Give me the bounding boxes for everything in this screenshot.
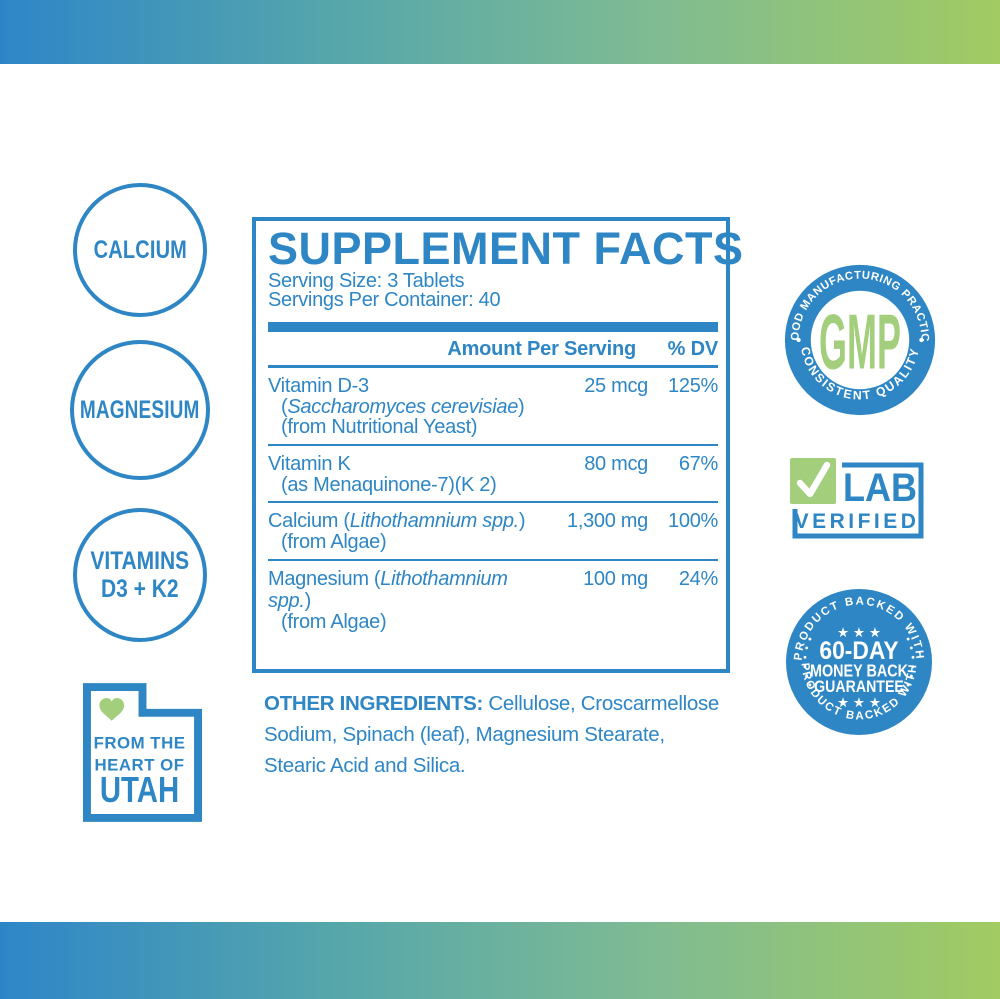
ingredient-amount: 100 mg xyxy=(583,567,648,590)
utah-outline xyxy=(83,683,202,822)
utah-state-badge: FROM THE HEART OF UTAH xyxy=(83,683,202,822)
gmp-dot-right xyxy=(919,337,924,343)
ingredient-dv: 125% xyxy=(668,374,718,397)
vitamins-d3-k2-badge: VITAMINS D3 + K2 xyxy=(73,508,207,642)
top-gradient-bar xyxy=(0,0,1000,64)
bottom-gradient-bar xyxy=(0,922,1000,999)
gmp-badge: GOOD MANUFACTURING PRACTICE CONSISTENT Q… xyxy=(782,262,936,416)
other-ingredients: OTHER INGREDIENTS: Cellulose, Croscarmel… xyxy=(264,688,726,781)
ingredient-amount: 25 mcg xyxy=(584,374,648,397)
ingredient-name: Calcium (Lithothamnium spp.) xyxy=(268,510,526,533)
ingredient-subline: (from Nutritional Yeast) xyxy=(281,416,478,439)
guarantee-circle xyxy=(786,589,932,735)
gmp-inner-circle xyxy=(810,290,910,390)
panel-title: SUPPLEMENT FACTS xyxy=(268,223,744,274)
ingredient-dv: 67% xyxy=(678,452,718,475)
ingredient-name: Vitamin K xyxy=(268,452,351,475)
checkmark-icon xyxy=(796,461,831,498)
column-amount-per-serving: Amount Per Serving xyxy=(447,337,636,360)
dotted-arc-left xyxy=(803,637,812,687)
ingredient-name: Vitamin D-3 xyxy=(268,374,369,397)
gmp-dot-left xyxy=(796,337,801,343)
lab-verified-frame xyxy=(792,462,924,539)
guarantee-line3: GUARANTEE xyxy=(814,678,904,696)
utah-line2: HEART OF xyxy=(94,755,184,774)
vitamins-badge-label: VITAMINS D3 + K2 xyxy=(90,547,190,603)
magnesium-badge: MAGNESIUM xyxy=(70,340,210,480)
calcium-badge-label: CALCIUM xyxy=(93,235,187,264)
ingredient-amount: 1,300 mg xyxy=(567,510,648,533)
lab-verified-badge: LAB VERIFIED xyxy=(790,458,924,539)
stars-top-icon: ★ ★ ★ xyxy=(837,625,881,640)
lab-word: LAB xyxy=(843,466,917,510)
panel-thick-rule xyxy=(268,321,718,332)
utah-line3: UTAH xyxy=(100,770,179,810)
guarantee-line2: MONEY BACK xyxy=(810,661,909,681)
table-row: Vitamin D-3 (Saccharomyces cerevisiae) (… xyxy=(268,368,718,446)
utah-line1: FROM THE xyxy=(94,734,186,753)
money-back-guarantee-badge: PRODUCT BACKED WITH PRODUCT BACKED WITH … xyxy=(786,589,932,735)
table-row: Magnesium (Lithothamnium spp.) (from Alg… xyxy=(268,561,718,639)
ingredient-amount: 80 mcg xyxy=(584,452,648,475)
verified-word: VERIFIED xyxy=(795,510,920,533)
table-row: Vitamin K (as Menaquinone-7)(K 2) 80 mcg… xyxy=(268,446,718,504)
heart-icon xyxy=(99,697,125,721)
magnesium-badge-label: MAGNESIUM xyxy=(80,395,200,424)
stars-bottom-icon: ★ ★ ★ xyxy=(837,695,881,710)
ingredient-name: Magnesium (Lithothamnium spp.) xyxy=(268,567,508,612)
calcium-badge: CALCIUM xyxy=(73,183,207,317)
ingredient-dv: 100% xyxy=(668,510,718,533)
ingredient-subline: (as Menaquinone-7)(K 2) xyxy=(281,473,497,496)
other-ingredients-label: OTHER INGREDIENTS: xyxy=(264,692,483,715)
servings-per-container: Servings Per Container: 40 xyxy=(268,289,501,312)
dotted-arc-right xyxy=(906,637,915,687)
supplement-facts-panel: SUPPLEMENT FACTS Serving Size: 3 Tablets… xyxy=(252,217,744,673)
column-percent-dv: % DV xyxy=(667,337,719,360)
ingredient-subline: (from Algae) xyxy=(281,531,387,554)
ingredient-subline: (Saccharomyces cerevisiae) xyxy=(281,395,525,418)
table-row: Calcium (Lithothamnium spp.) (from Algae… xyxy=(268,503,718,561)
other-ingredients-text: Cellulose, Croscarmellose Sodium, Spinac… xyxy=(264,692,719,777)
ingredient-subline: (from Algae) xyxy=(281,610,387,633)
guarantee-line1: 60-DAY xyxy=(819,637,899,665)
serving-size: Serving Size: 3 Tablets xyxy=(268,269,465,292)
gmp-center-text: GMP xyxy=(819,297,901,385)
ingredient-dv: 24% xyxy=(678,567,718,590)
panel-column-header: Amount Per Serving % DV xyxy=(268,332,718,368)
